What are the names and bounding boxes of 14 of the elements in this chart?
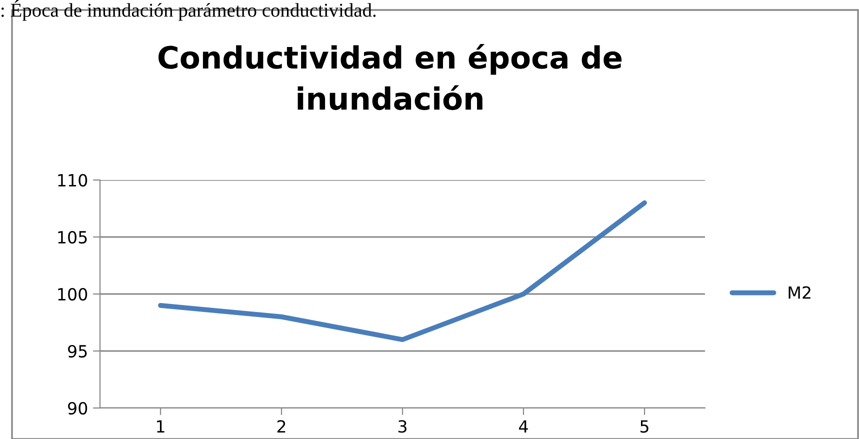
text: : Época de inundación parámetro conductividad. <box>2 0 376 21</box>
line-series <box>158 200 647 342</box>
y-tick-label: 105 <box>58 230 87 244</box>
x-tick-label: 2 <box>277 420 286 432</box>
y-tick-label: 110 <box>58 174 88 187</box>
legend-label: M2 <box>788 286 810 299</box>
y-tick-label: 95 <box>68 344 87 358</box>
x-tick-label: 5 <box>640 420 648 433</box>
y-tick-label: 100 <box>58 288 88 301</box>
x-tick-label: 1 <box>157 420 164 432</box>
y-tick-label: 90 <box>68 402 88 415</box>
x-tick-label: 4 <box>519 420 528 432</box>
x-tick-label: 3 <box>398 420 406 433</box>
chart-title: Conductividad en época de inundación <box>158 44 622 110</box>
